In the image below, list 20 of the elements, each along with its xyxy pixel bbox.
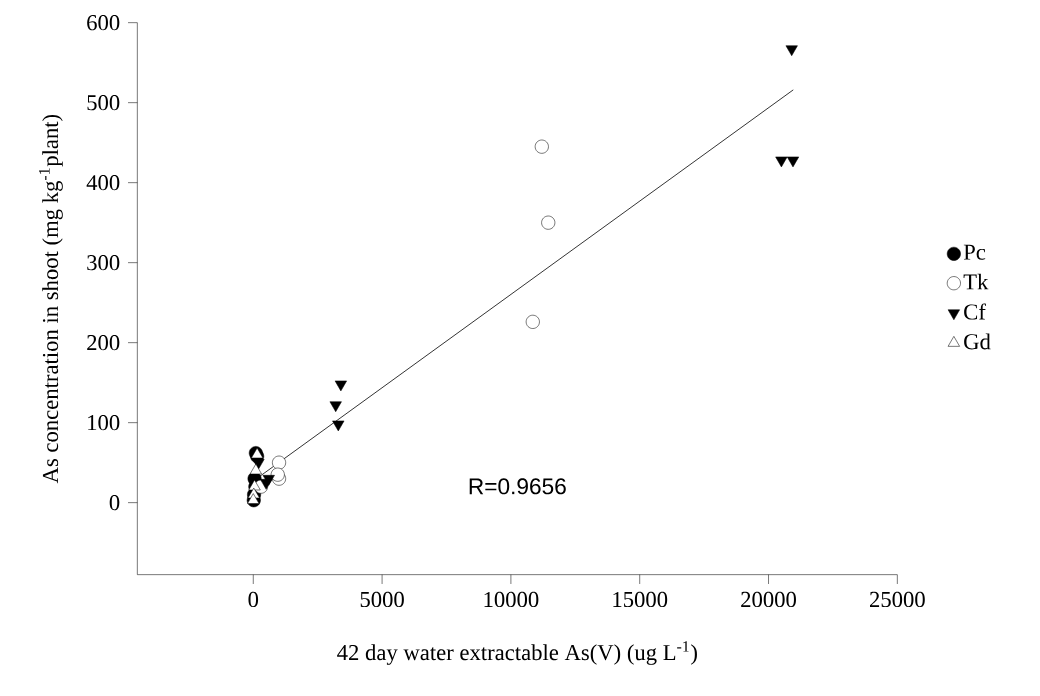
annotation: R=0.9656 (469, 478, 566, 495)
y-tick-label: 500 (87, 95, 120, 111)
y-tick-label: 400 (86, 175, 120, 191)
y-tick-label: 0 (109, 495, 120, 511)
y-axis-title: As concentration in shoot (mg kg$^{-1}$plant) (39, 114, 63, 484)
x-tick-label: 25000 (870, 591, 925, 608)
legend-label: Cf (964, 303, 986, 320)
legend-label: Pc (963, 244, 986, 260)
x-tick-label: 5000 (360, 591, 404, 608)
y-tick-label: 100 (88, 415, 120, 431)
legend-label: Tk (963, 273, 989, 290)
x-tick-label: 10000 (484, 591, 539, 608)
x-tick-label: 0 (248, 591, 259, 608)
x-axis-title: 42 day water extractable As(V) (ug L$^{-1}$) (337, 641, 697, 665)
x-tick-label: 15000 (613, 591, 668, 608)
y-tick-label: 200 (87, 335, 120, 351)
y-tick-label: 600 (87, 15, 120, 31)
legend-label: Gd (964, 333, 991, 350)
y-tick-label: 300 (87, 255, 120, 271)
x-tick-label: 20000 (741, 591, 796, 608)
